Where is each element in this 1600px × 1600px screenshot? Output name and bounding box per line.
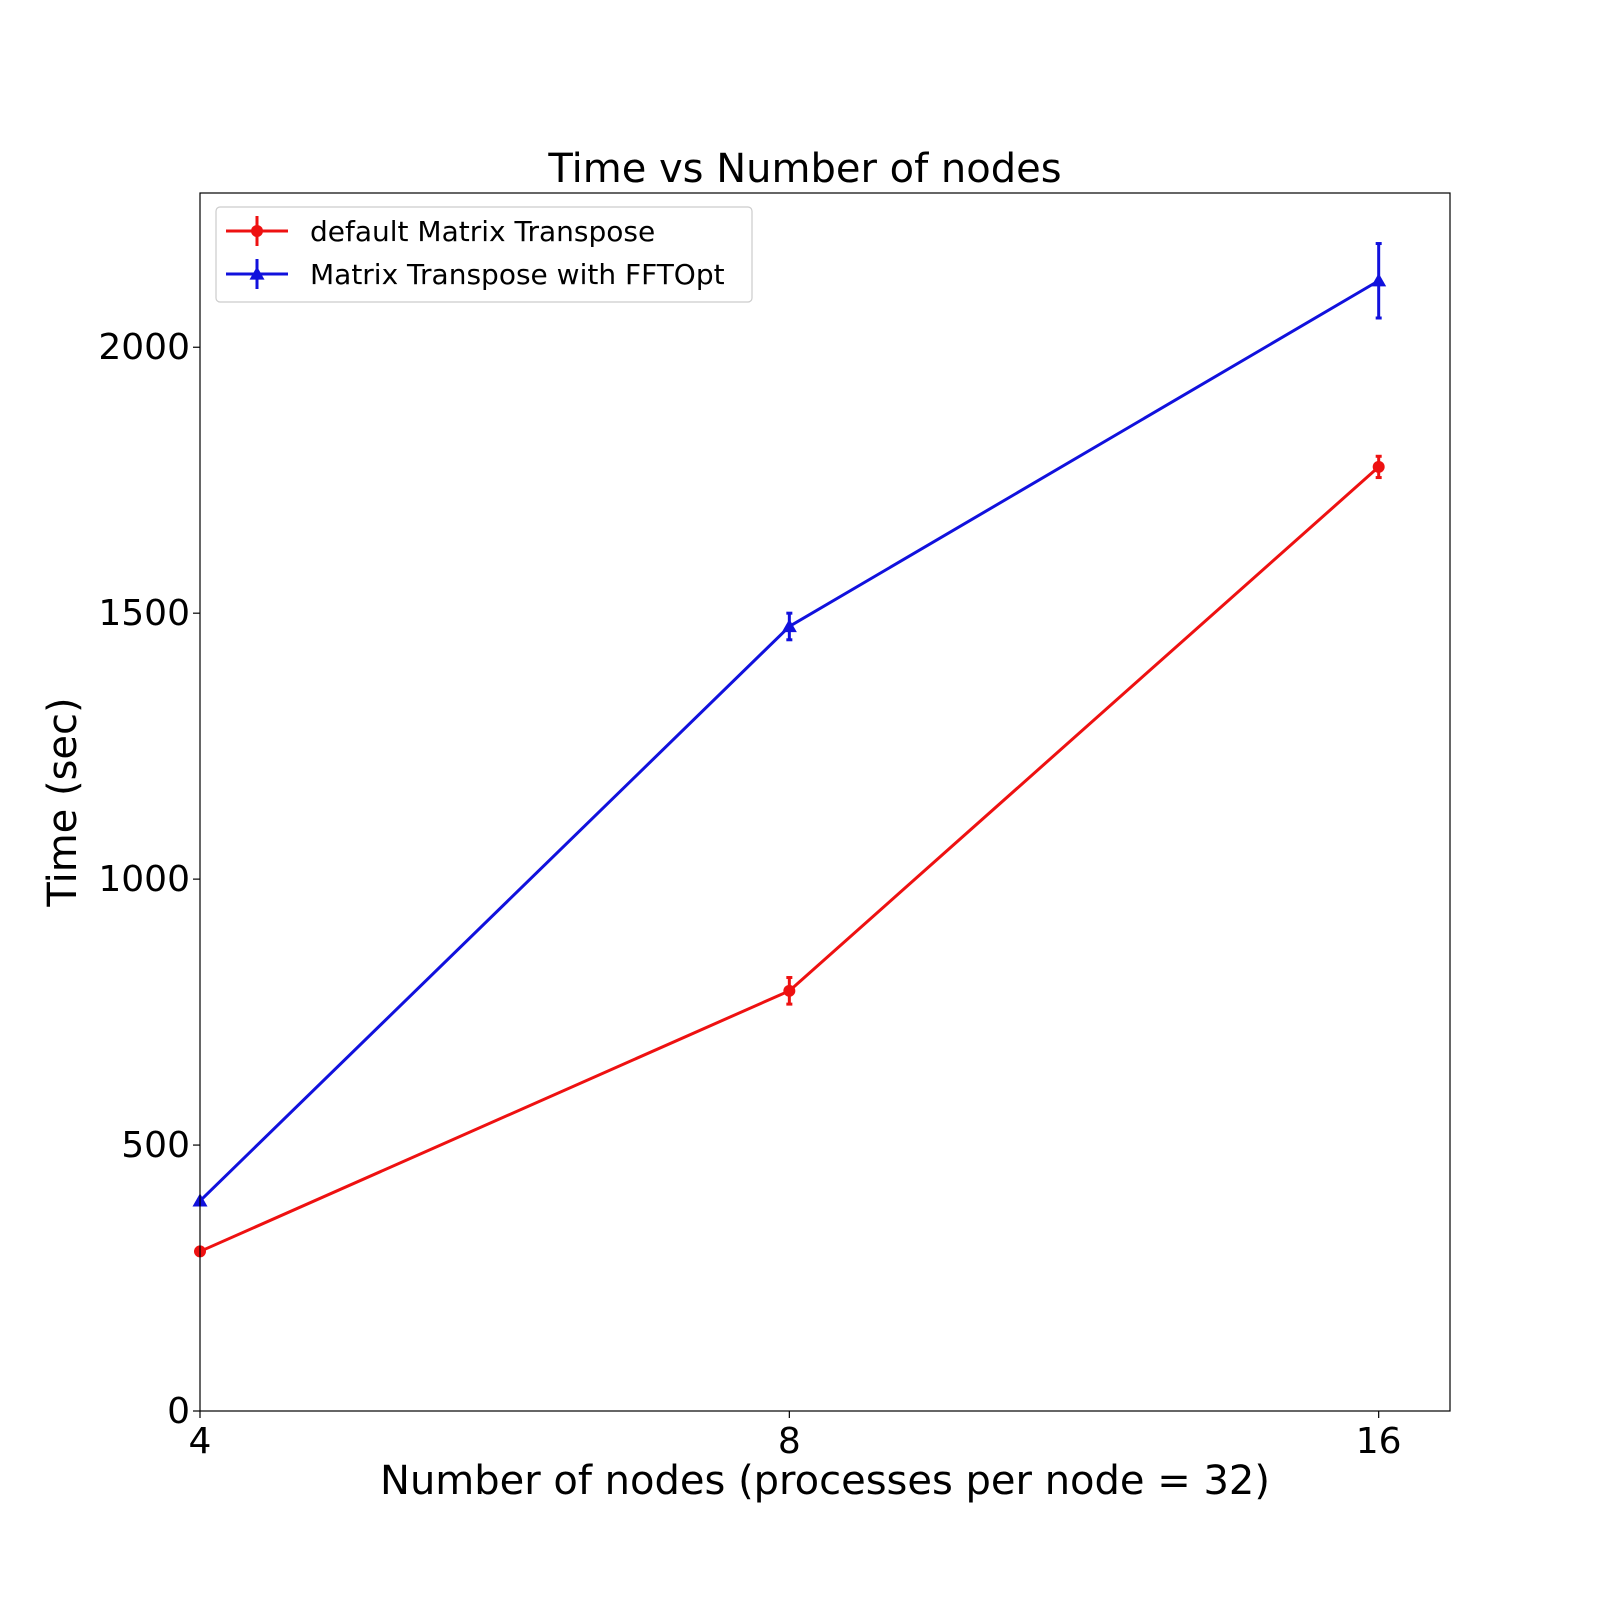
y-tick-label: 1000 [98,859,190,900]
y-tick-label: 500 [121,1125,190,1166]
legend-marker [251,225,263,237]
series-line [198,279,1380,1202]
series-line [199,465,1380,1253]
y-axis-ticks: 0 500 1000 1500 2000 [98,327,200,1432]
data-point [1372,460,1385,473]
y-axis-label: Time (sec) [40,697,86,907]
x-tick-label: 16 [1356,1421,1402,1462]
series-1 [194,454,1385,1258]
legend-label: default Matrix Transpose [310,215,655,248]
x-tick-label: 8 [778,1421,801,1462]
plot-frame [199,192,1451,1412]
chart-title: Time vs Number of nodes [547,146,1061,192]
legend-box [215,206,753,303]
series-layer [192,242,1387,1258]
legend-label: Matrix Transpose with FFTOpt [310,258,725,291]
y-tick-label: 1500 [98,593,190,634]
x-tick-label: 4 [189,1421,212,1462]
legend-entry: Matrix Transpose with FFTOpt [226,258,725,291]
x-axis-label: Number of nodes (processes per node = 32… [380,1458,1270,1504]
legend-marker [249,266,265,280]
legend-entry: default Matrix Transpose [226,215,655,248]
legend: default Matrix Transpose Matrix Transpose… [215,206,753,303]
x-axis-ticks: 4 8 16 [189,1411,1402,1462]
data-point [783,984,796,997]
data-point [1371,273,1387,287]
series-2 [192,242,1387,1207]
y-tick-label: 2000 [98,327,190,368]
y-tick-label: 0 [167,1391,190,1432]
data-point [781,618,797,633]
